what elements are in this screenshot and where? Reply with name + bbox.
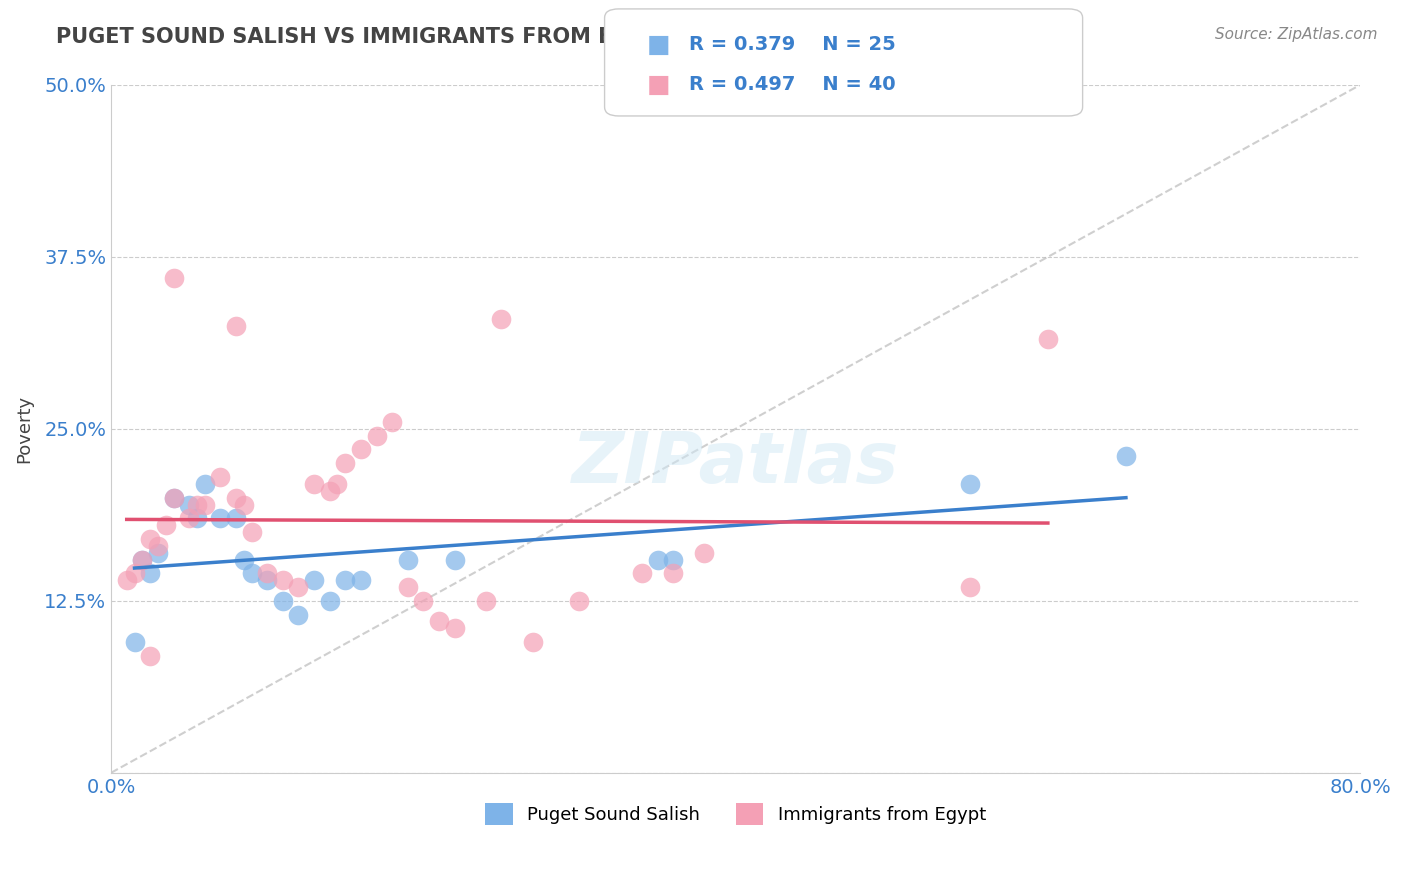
Point <box>302 476 325 491</box>
Point <box>475 594 498 608</box>
Point <box>412 594 434 608</box>
Point <box>256 566 278 581</box>
Point <box>396 552 419 566</box>
Point <box>647 552 669 566</box>
Point <box>1036 333 1059 347</box>
Point <box>155 518 177 533</box>
Point <box>396 580 419 594</box>
Text: Source: ZipAtlas.com: Source: ZipAtlas.com <box>1215 27 1378 42</box>
Point <box>693 546 716 560</box>
Text: ■: ■ <box>647 33 671 56</box>
Point <box>381 415 404 429</box>
Point <box>162 270 184 285</box>
Point <box>139 532 162 546</box>
Point <box>232 552 254 566</box>
Point <box>302 573 325 587</box>
Point <box>287 607 309 622</box>
Point <box>631 566 654 581</box>
Point <box>662 552 685 566</box>
Point <box>287 580 309 594</box>
Point <box>179 498 201 512</box>
Point <box>350 573 373 587</box>
Point <box>124 566 146 581</box>
Point <box>194 476 217 491</box>
Point <box>131 552 153 566</box>
Point <box>186 498 208 512</box>
Text: R = 0.379    N = 25: R = 0.379 N = 25 <box>689 35 896 54</box>
Point <box>131 552 153 566</box>
Point <box>209 511 232 525</box>
Point <box>443 552 465 566</box>
Point <box>335 573 357 587</box>
Point <box>146 546 169 560</box>
Text: PUGET SOUND SALISH VS IMMIGRANTS FROM EGYPT POVERTY CORRELATION CHART: PUGET SOUND SALISH VS IMMIGRANTS FROM EG… <box>56 27 1045 46</box>
Point <box>568 594 591 608</box>
Point <box>522 635 544 649</box>
Point <box>662 566 685 581</box>
Point <box>162 491 184 505</box>
Point <box>318 594 340 608</box>
Point <box>225 491 247 505</box>
Y-axis label: Poverty: Poverty <box>15 395 32 463</box>
Point <box>271 594 294 608</box>
Point <box>443 621 465 635</box>
Point <box>959 580 981 594</box>
Point <box>124 635 146 649</box>
Point <box>179 511 201 525</box>
Point <box>186 511 208 525</box>
Text: R = 0.497    N = 40: R = 0.497 N = 40 <box>689 75 896 95</box>
Point <box>139 566 162 581</box>
Point <box>1115 450 1137 464</box>
Point <box>115 573 138 587</box>
Point <box>162 491 184 505</box>
Point <box>209 470 232 484</box>
Point <box>139 648 162 663</box>
Point <box>225 511 247 525</box>
Point <box>366 428 388 442</box>
Point <box>146 539 169 553</box>
Point <box>350 442 373 457</box>
Text: ZIPatlas: ZIPatlas <box>572 429 900 498</box>
Text: ■: ■ <box>647 73 671 96</box>
Point <box>240 524 263 539</box>
Point <box>232 498 254 512</box>
Point <box>959 476 981 491</box>
Point <box>318 483 340 498</box>
Point <box>256 573 278 587</box>
Point <box>225 318 247 333</box>
Point <box>491 311 513 326</box>
Point <box>271 573 294 587</box>
Legend: Puget Sound Salish, Immigrants from Egypt: Puget Sound Salish, Immigrants from Egyp… <box>478 796 993 832</box>
Point <box>326 476 349 491</box>
Point <box>335 456 357 470</box>
Point <box>194 498 217 512</box>
Point <box>240 566 263 581</box>
Point <box>427 615 450 629</box>
